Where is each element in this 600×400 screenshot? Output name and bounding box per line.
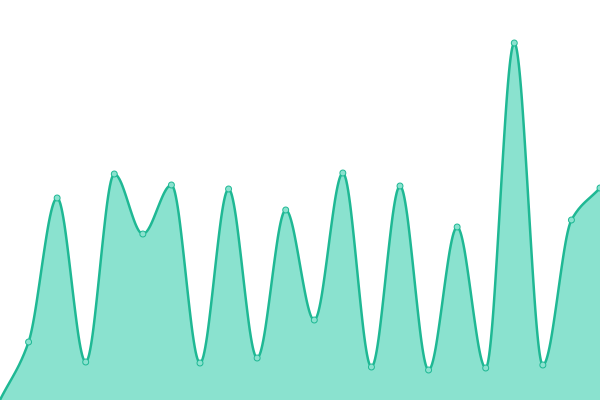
data-point[interactable]: [196, 359, 204, 367]
data-point[interactable]: [510, 39, 518, 47]
data-point[interactable]: [339, 169, 347, 177]
data-point[interactable]: [539, 361, 547, 369]
data-point[interactable]: [225, 185, 233, 193]
data-point[interactable]: [253, 354, 261, 362]
data-point[interactable]: [396, 182, 404, 190]
area-fill: [0, 43, 600, 400]
data-point[interactable]: [82, 358, 90, 366]
points-layer: [25, 39, 600, 374]
data-point[interactable]: [310, 316, 318, 324]
data-point[interactable]: [482, 364, 490, 372]
data-point[interactable]: [567, 216, 575, 224]
data-point[interactable]: [367, 363, 375, 371]
data-point[interactable]: [282, 206, 290, 214]
data-point[interactable]: [596, 184, 600, 192]
area-layer: [0, 43, 600, 400]
data-point[interactable]: [25, 338, 33, 346]
data-point[interactable]: [110, 170, 118, 178]
data-point[interactable]: [139, 230, 147, 238]
data-point[interactable]: [167, 181, 175, 189]
data-point[interactable]: [453, 223, 461, 231]
data-point[interactable]: [425, 366, 433, 374]
data-point[interactable]: [53, 194, 61, 202]
